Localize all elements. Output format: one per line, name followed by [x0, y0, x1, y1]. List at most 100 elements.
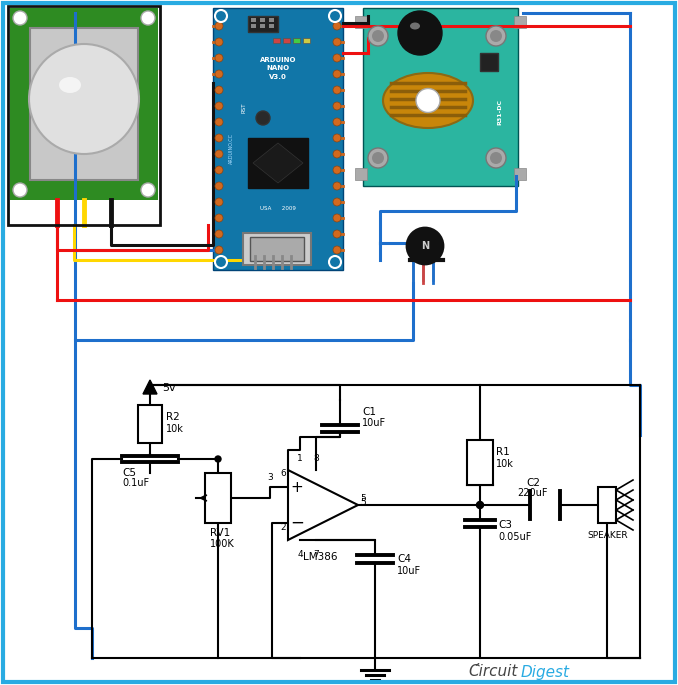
- Text: 10k: 10k: [496, 459, 514, 469]
- Circle shape: [333, 198, 341, 206]
- Bar: [514, 168, 526, 180]
- Text: RST: RST: [241, 103, 246, 113]
- Circle shape: [477, 501, 483, 508]
- Bar: [514, 16, 526, 28]
- Text: 4: 4: [297, 550, 303, 559]
- Circle shape: [215, 230, 223, 238]
- Circle shape: [215, 182, 223, 190]
- Circle shape: [333, 166, 341, 174]
- Circle shape: [215, 166, 223, 174]
- Circle shape: [368, 26, 388, 46]
- Circle shape: [490, 152, 502, 164]
- Bar: [363, 8, 518, 186]
- Circle shape: [333, 230, 341, 238]
- Ellipse shape: [410, 23, 420, 29]
- Circle shape: [333, 214, 341, 222]
- Circle shape: [141, 11, 155, 25]
- Bar: [260, 18, 265, 22]
- Text: 2: 2: [281, 523, 286, 532]
- Text: 220uF: 220uF: [518, 488, 549, 498]
- Circle shape: [333, 86, 341, 94]
- Text: Digest: Digest: [521, 664, 570, 680]
- Text: 8: 8: [313, 454, 319, 463]
- Circle shape: [333, 118, 341, 126]
- Circle shape: [333, 102, 341, 110]
- Circle shape: [490, 30, 502, 42]
- Bar: [303, 38, 310, 43]
- Text: N: N: [421, 241, 429, 251]
- Text: 100K: 100K: [210, 539, 235, 549]
- Bar: [355, 168, 367, 180]
- Circle shape: [329, 10, 341, 22]
- Circle shape: [215, 10, 227, 22]
- Bar: [243, 233, 311, 265]
- Circle shape: [215, 118, 223, 126]
- Circle shape: [416, 88, 440, 112]
- Bar: [260, 24, 265, 28]
- Text: 5: 5: [360, 497, 365, 506]
- Text: LM386: LM386: [303, 552, 337, 562]
- Text: USA      2009: USA 2009: [260, 206, 296, 210]
- Circle shape: [215, 102, 223, 110]
- Circle shape: [215, 214, 223, 222]
- Text: R1: R1: [496, 447, 510, 457]
- Bar: [283, 38, 290, 43]
- Text: 5: 5: [360, 493, 365, 503]
- Circle shape: [333, 54, 341, 62]
- Circle shape: [13, 183, 27, 197]
- Bar: [273, 38, 280, 43]
- Circle shape: [333, 150, 341, 158]
- Circle shape: [372, 30, 384, 42]
- Bar: [355, 16, 367, 28]
- Polygon shape: [143, 380, 157, 394]
- Bar: [467, 440, 493, 485]
- Text: C4: C4: [397, 554, 411, 564]
- Circle shape: [372, 152, 384, 164]
- Circle shape: [477, 502, 483, 508]
- Text: ARDUINO.CC: ARDUINO.CC: [228, 132, 233, 164]
- Bar: [269, 18, 274, 22]
- Polygon shape: [253, 143, 303, 183]
- Bar: [269, 24, 274, 28]
- Text: 0.05uF: 0.05uF: [498, 532, 532, 542]
- Bar: [480, 53, 498, 71]
- Text: 10uF: 10uF: [362, 418, 386, 428]
- Text: 0.1uF: 0.1uF: [122, 478, 149, 488]
- Bar: [250, 237, 304, 261]
- Text: SPEAKER: SPEAKER: [588, 530, 629, 540]
- Circle shape: [29, 44, 139, 154]
- Text: 10uF: 10uF: [397, 566, 421, 576]
- Circle shape: [333, 22, 341, 30]
- Bar: [248, 138, 308, 188]
- Circle shape: [486, 148, 506, 168]
- Circle shape: [215, 22, 223, 30]
- Circle shape: [215, 256, 227, 268]
- Circle shape: [215, 198, 223, 206]
- Text: +: +: [291, 479, 303, 495]
- Circle shape: [368, 148, 388, 168]
- Text: −: −: [290, 514, 304, 532]
- Circle shape: [215, 456, 221, 462]
- Text: 10k: 10k: [166, 424, 184, 434]
- Circle shape: [486, 26, 506, 46]
- Circle shape: [333, 70, 341, 78]
- Text: R2: R2: [166, 412, 180, 422]
- Text: C5: C5: [122, 468, 136, 478]
- Text: ARDUINO
NANO
V3.0: ARDUINO NANO V3.0: [260, 56, 296, 79]
- Circle shape: [215, 134, 223, 142]
- Circle shape: [215, 54, 223, 62]
- Circle shape: [407, 228, 443, 264]
- Text: 6: 6: [280, 469, 286, 477]
- Text: 5v: 5v: [162, 383, 176, 393]
- Bar: [10, 8, 158, 200]
- Circle shape: [333, 246, 341, 254]
- Text: C1: C1: [362, 407, 376, 417]
- Circle shape: [398, 11, 442, 55]
- Circle shape: [333, 38, 341, 46]
- Circle shape: [256, 111, 270, 125]
- Circle shape: [215, 38, 223, 46]
- Text: R31-DC: R31-DC: [498, 99, 502, 125]
- Circle shape: [141, 183, 155, 197]
- Bar: [251, 24, 256, 28]
- Circle shape: [329, 256, 341, 268]
